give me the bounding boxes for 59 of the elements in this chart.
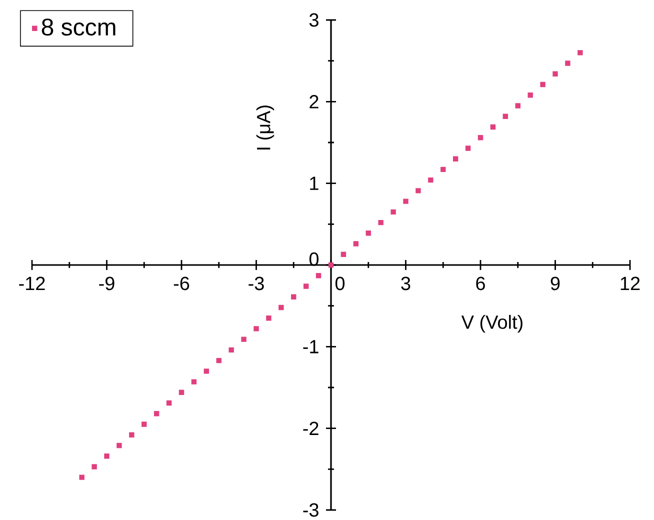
point <box>353 241 359 246</box>
x-tick-label: -12 <box>19 276 45 290</box>
point <box>254 326 259 332</box>
y-tick-label: 2 <box>310 95 318 108</box>
point <box>129 432 134 438</box>
y-tick-label: 3 <box>309 13 318 27</box>
point <box>428 177 434 183</box>
point <box>515 103 520 108</box>
y-tick-label: -1 <box>303 340 318 354</box>
point <box>154 411 160 416</box>
point <box>440 166 446 172</box>
point <box>502 114 508 119</box>
x-tick-label: -6 <box>174 276 190 290</box>
x-tick-label: -9 <box>99 276 114 290</box>
x-tick-label: -3 <box>248 276 264 290</box>
x-tick-label: 9 <box>550 276 560 290</box>
point <box>104 454 110 459</box>
point <box>465 146 471 151</box>
point <box>116 442 122 448</box>
point <box>578 50 583 56</box>
y-tick-label: -2 <box>303 422 318 435</box>
point <box>478 135 484 140</box>
point <box>366 230 371 236</box>
x-axis-title: V (Volt) <box>461 314 522 333</box>
point <box>565 60 570 66</box>
point <box>216 358 222 364</box>
point <box>378 220 384 226</box>
x-tick-label: 0 <box>335 276 345 290</box>
y-axis-title: I (μA) <box>256 106 274 150</box>
point <box>191 379 197 384</box>
point <box>340 252 346 257</box>
y-tick-label: -3 <box>303 503 318 517</box>
point <box>241 336 246 342</box>
point <box>390 209 396 215</box>
x-tick-label: 3 <box>401 276 410 290</box>
point <box>266 315 272 321</box>
point <box>416 188 421 194</box>
y-tick-label: 1 <box>310 176 318 190</box>
point <box>328 262 334 268</box>
point <box>452 156 458 162</box>
x-tick-label: 6 <box>476 276 485 290</box>
point <box>403 198 408 204</box>
point <box>178 390 184 396</box>
point <box>204 368 210 374</box>
point <box>552 71 558 77</box>
point <box>228 347 234 353</box>
point <box>316 273 322 278</box>
x-tick-label: 12 <box>620 276 640 290</box>
point <box>142 422 147 427</box>
point <box>92 464 97 470</box>
point <box>540 82 546 88</box>
point <box>303 284 309 289</box>
point <box>291 294 296 300</box>
legend-label: 8 sccm <box>42 18 116 36</box>
point <box>490 124 496 130</box>
point <box>79 474 84 480</box>
point <box>278 304 284 310</box>
point <box>166 400 172 406</box>
point <box>528 92 533 98</box>
